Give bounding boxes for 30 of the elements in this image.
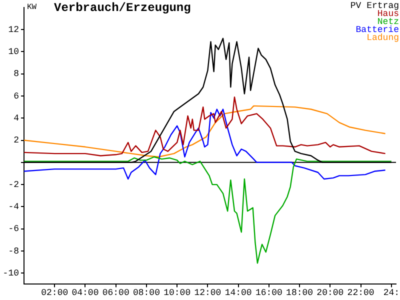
y-tick-label: -2 (8, 180, 19, 190)
x-tick-label: 04:00 (72, 288, 99, 298)
x-tick-label: 24: (383, 288, 400, 298)
text: Haus (377, 8, 399, 19)
y-tick-label: 6 (14, 91, 19, 102)
y-tick-label: 8 (14, 69, 19, 80)
y-axis-title: KW (27, 3, 37, 12)
x-tick-label: 12:00 (194, 288, 222, 298)
x-tick-label: 20:00 (316, 288, 344, 298)
y-tick-label: -8 (8, 246, 19, 256)
text: Batterie (356, 24, 399, 35)
y-tick-label: 12 (8, 24, 19, 35)
x-tick-label: 06:00 (102, 288, 130, 298)
y-tick-label: -10 (2, 268, 19, 279)
y-tick-label: 10 (8, 47, 19, 58)
x-tick-label: 02:00 (41, 288, 68, 298)
x-tick-label: 14:00 (224, 288, 252, 298)
x-tick-label: 18:00 (286, 288, 314, 298)
x-tick-label: 10:00 (164, 288, 191, 298)
y-tick-label: 4 (14, 114, 19, 124)
x-tick-label: 22:00 (347, 288, 374, 298)
y-tick-label: 2 (14, 136, 19, 146)
x-tick-label: 08:00 (132, 288, 160, 298)
y-tick-label: -4 (8, 202, 19, 212)
text: Netz (377, 16, 399, 27)
chart-title: Verbrauch/Erzeugung (54, 1, 191, 16)
text: PV Ertrag (350, 0, 399, 11)
y-tick-label: -6 (8, 224, 19, 234)
text: Ladung (366, 32, 399, 43)
x-tick-label: 16:00 (255, 288, 282, 298)
